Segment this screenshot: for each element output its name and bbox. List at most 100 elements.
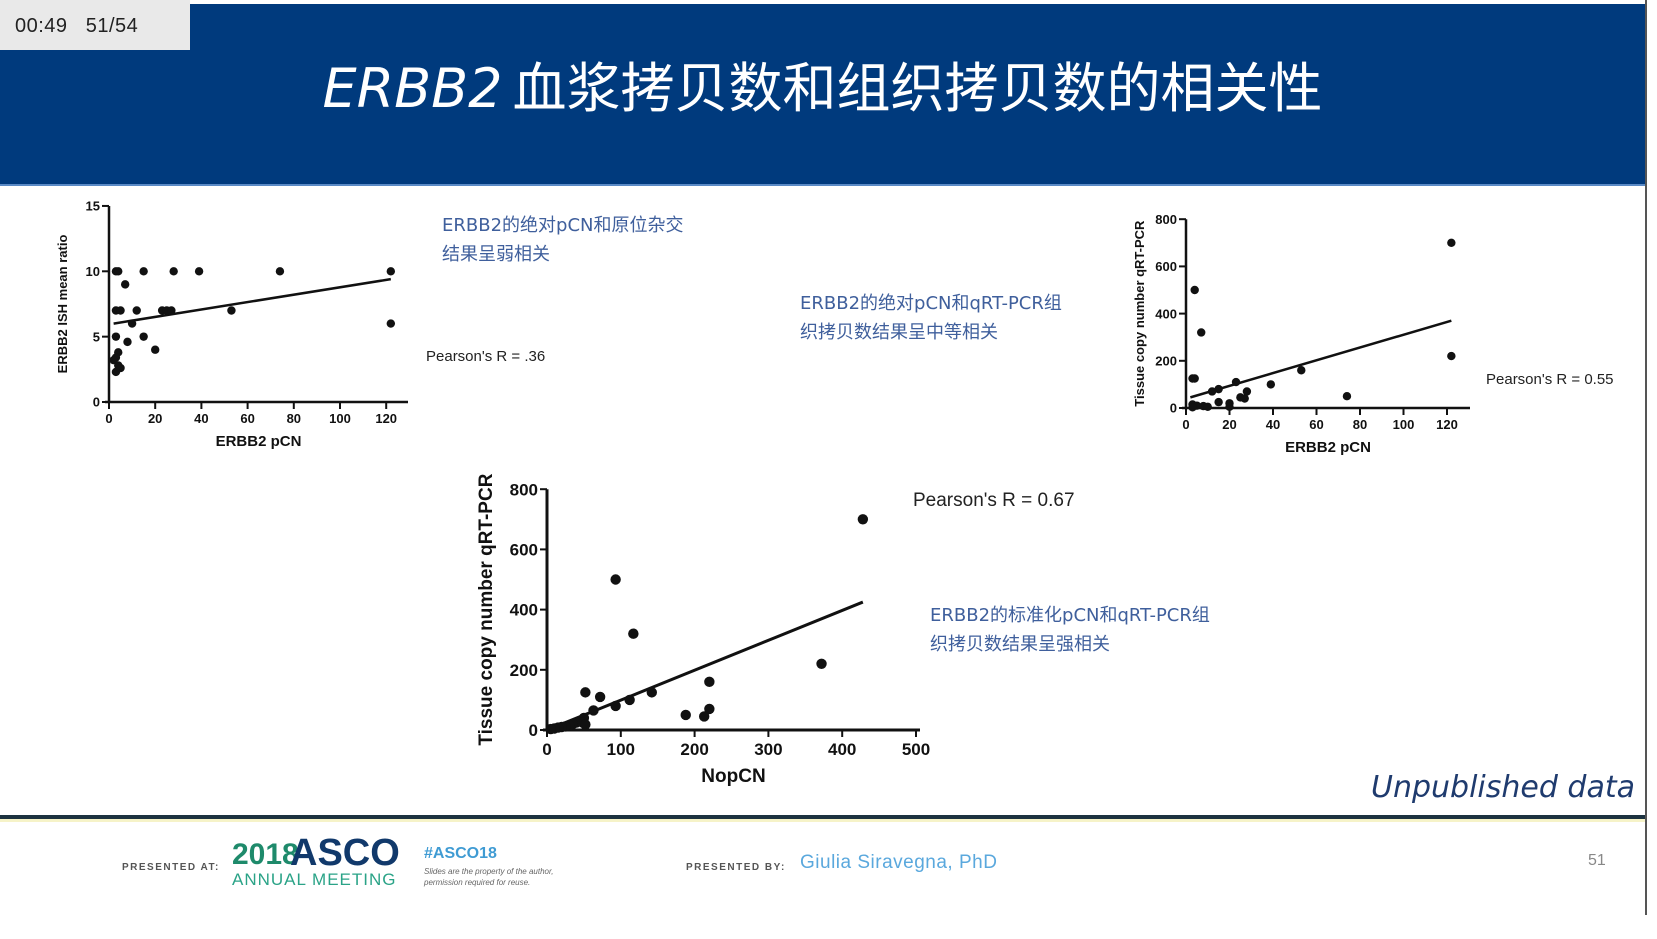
data-point (1225, 402, 1234, 412)
data-point (646, 687, 657, 698)
data-point (1190, 285, 1199, 295)
data-point (1231, 377, 1241, 387)
y-tick-label: 0 (93, 395, 100, 410)
data-point (588, 705, 599, 716)
playback-status: 00:49 51/54 (0, 0, 190, 50)
slide-title: ERBB2 血浆拷贝数和组织拷贝数的相关性 (0, 54, 1645, 124)
annotation-line: ERBB2的绝对pCN和qRT-PCR组 (800, 293, 1062, 314)
asco-logo-word: ASCO (290, 832, 400, 874)
data-point (628, 628, 639, 639)
data-point (1447, 351, 1456, 361)
x-tick-label: 120 (375, 411, 397, 426)
y-tick-label: 200 (1155, 353, 1177, 368)
data-point (194, 267, 204, 276)
pearson-r-chart2: Pearson's R = 0.67 (913, 490, 1075, 511)
regression-line (546, 600, 864, 732)
data-point (139, 332, 148, 341)
disclaimer-line: permission required for reuse. (424, 878, 531, 887)
pearson-r-chart3: Pearson's R = 0.55 (1486, 371, 1614, 388)
x-tick-label: 200 (680, 740, 708, 759)
data-point (114, 267, 123, 276)
data-point (1214, 384, 1223, 394)
data-point (545, 723, 556, 735)
data-point (1188, 403, 1197, 412)
data-point (167, 306, 176, 315)
annotation-line: 织拷贝数结果呈强相关 (930, 634, 1110, 655)
presenter-name: Giulia Siravegna, PhD (800, 852, 998, 873)
x-tick-label: 500 (902, 740, 930, 759)
y-tick-label: 600 (510, 541, 538, 560)
y-tick-label: 0 (529, 721, 538, 740)
chart2-scatter: 0 200 400 600 800 0 100 200 300 400 500 NopCN Tissue… (476, 473, 930, 787)
data-point (816, 658, 827, 669)
data-point (139, 267, 148, 276)
data-point (1207, 387, 1217, 396)
data-point (704, 676, 715, 688)
presented-at-label: PRESENTED AT: (122, 862, 220, 873)
x-tick-label: 80 (287, 411, 301, 426)
x-axis-title: ERBB2 pCN (216, 433, 302, 450)
annotation-strong-correlation: ERBB2的标准化pCN和qRT-PCR组 织拷贝数结果呈强相关 (930, 601, 1210, 659)
annotation-weak-correlation: ERBB2的绝对pCN和原位杂交 结果呈弱相关 (442, 211, 684, 269)
x-tick-label: 20 (1222, 417, 1236, 432)
regression-line (1189, 319, 1452, 399)
x-tick-label: 60 (240, 411, 254, 426)
slide-frame (1645, 0, 1647, 915)
y-tick-label: 10 (86, 264, 100, 279)
slide-header: ERBB2 血浆拷贝数和组织拷贝数的相关性 (0, 4, 1645, 186)
data-point (111, 332, 121, 341)
data-point (151, 345, 160, 354)
data-point (120, 280, 130, 289)
data-point (1266, 380, 1276, 389)
annotation-moderate-correlation: ERBB2的绝对pCN和qRT-PCR组 织拷贝数结果呈中等相关 (800, 289, 1062, 347)
data-point (169, 267, 178, 276)
y-tick-label: 15 (86, 199, 100, 214)
y-tick-label: 200 (510, 661, 538, 680)
data-point (127, 319, 137, 328)
y-tick-label: 800 (510, 480, 538, 499)
data-point (580, 719, 591, 730)
y-tick-label: 400 (1155, 306, 1177, 321)
data-point (698, 711, 710, 722)
annotation-line: ERBB2的绝对pCN和原位杂交 (442, 215, 684, 236)
data-point (116, 306, 125, 315)
data-point (275, 267, 285, 276)
x-axis-title: ERBB2 pCN (1285, 439, 1371, 456)
x-tick-label: 100 (1393, 417, 1415, 432)
x-tick-label: 0 (105, 411, 112, 426)
data-point (594, 691, 606, 703)
slide-number: 51 (1588, 852, 1606, 869)
x-tick-label: 100 (607, 740, 635, 759)
x-tick-label: 400 (828, 740, 856, 759)
x-tick-label: 0 (542, 740, 551, 759)
annotation-line: 织拷贝数结果呈中等相关 (800, 322, 998, 343)
data-point (680, 709, 691, 721)
data-point (1297, 366, 1306, 375)
data-point (1197, 328, 1206, 337)
data-point (610, 574, 621, 585)
footer-divider (0, 815, 1645, 822)
y-tick-label: 600 (1155, 259, 1177, 274)
data-point (580, 687, 591, 698)
data-point (227, 306, 236, 315)
y-tick-label: 400 (510, 601, 538, 620)
asco-logo-meeting: ANNUAL MEETING (232, 870, 397, 889)
y-axis-title: Tissue copy number qRT-PCR (1132, 220, 1147, 407)
chart1-scatter: 0 5 10 15 0 20 40 60 80 100 120 ERBB2 pCN ERBB2 ISH … (55, 199, 408, 450)
data-point (1242, 387, 1252, 396)
data-point (1203, 402, 1212, 412)
data-point (1342, 392, 1352, 401)
x-tick-label: 40 (1266, 417, 1280, 432)
presented-by-label: PRESENTED BY: (686, 862, 786, 873)
data-point (111, 367, 121, 377)
data-point (386, 267, 396, 276)
y-tick-label: 0 (1170, 401, 1177, 416)
y-axis-title: Tissue copy number qRT-PCR (476, 473, 497, 745)
x-tick-label: 60 (1309, 417, 1323, 432)
pearson-r-chart1: Pearson's R = .36 (426, 348, 546, 365)
title-gene: ERBB2 (322, 57, 503, 120)
hashtag: #ASCO18 (424, 845, 497, 862)
data-point (1190, 374, 1199, 383)
data-point (624, 694, 635, 706)
